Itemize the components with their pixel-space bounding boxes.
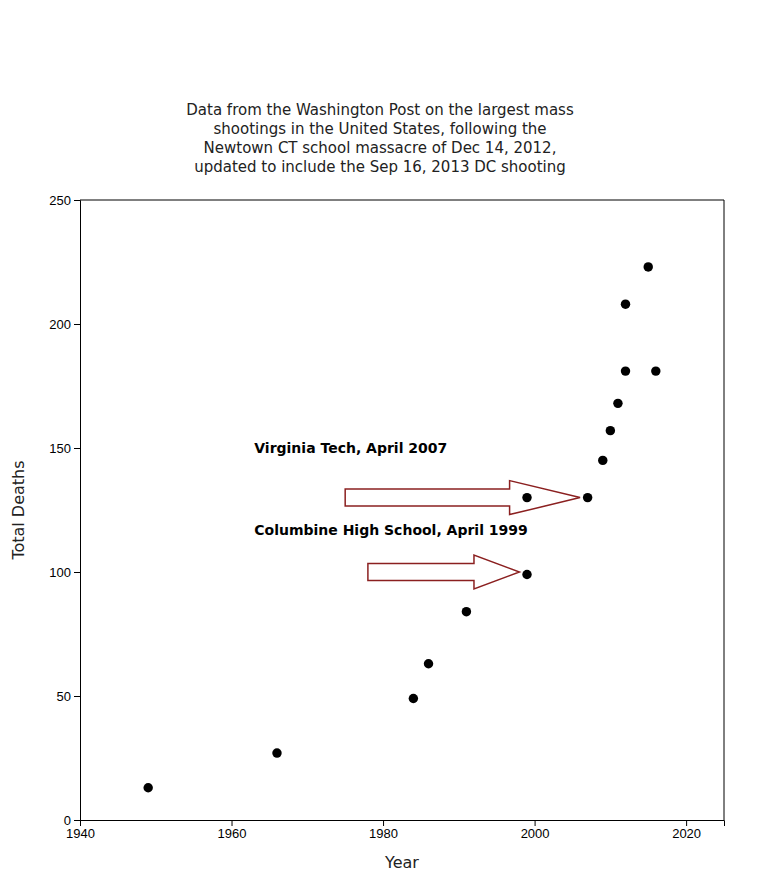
title: Data from the Washington Post on the lar…	[186, 101, 574, 176]
axis-line	[74, 201, 81, 821]
tick-label: 200	[49, 317, 71, 332]
tick-label: 2000	[521, 826, 550, 841]
tick-mark	[535, 820, 536, 826]
point	[651, 366, 660, 375]
point	[409, 694, 418, 703]
point	[621, 366, 630, 375]
point	[606, 426, 615, 435]
plot: 1940 1960 1980 2000 2020 0 50 100 150 200 250 Virgi…	[49, 193, 724, 842]
y-axis: 0 50 100 150 200 250	[49, 193, 80, 828]
x-axis-title: Year	[384, 853, 419, 872]
tick-label: 50	[57, 689, 71, 704]
tick-mark	[74, 448, 80, 449]
frame-line	[80, 200, 724, 201]
tick-mark	[74, 200, 80, 201]
point	[644, 262, 653, 271]
tick-mark	[74, 572, 80, 573]
tick: 100	[49, 565, 80, 580]
tick: 250	[49, 193, 80, 208]
point	[613, 399, 622, 408]
frame-line	[724, 200, 725, 820]
tick-label: 1940	[66, 826, 95, 841]
tick: 1960	[218, 820, 247, 841]
tick: 0	[64, 813, 80, 828]
chart: Data from the Washington Post on the lar…	[0, 0, 760, 892]
tick-mark	[686, 820, 687, 826]
tick-label: 250	[49, 193, 71, 208]
tick-label: 100	[49, 565, 71, 580]
title-line: Data from the Washington Post on the lar…	[186, 101, 574, 119]
tick: 1980	[369, 820, 398, 841]
annotation-arrow	[368, 555, 520, 589]
marks	[143, 262, 660, 792]
title-line: shootings in the United States, followin…	[213, 120, 546, 138]
tick: 2000	[521, 820, 550, 841]
tick: 2020	[672, 820, 701, 841]
title-line: Newtown CT school massacre of Dec 14, 20…	[204, 139, 557, 157]
tick-mark	[74, 324, 80, 325]
tick-mark	[74, 820, 80, 821]
tick: 50	[57, 689, 80, 704]
tick-label: 2020	[672, 826, 701, 841]
point	[143, 783, 152, 792]
tick: 200	[49, 317, 80, 332]
tick-mark	[232, 820, 233, 826]
tick-label: 150	[49, 441, 71, 456]
point	[424, 659, 433, 668]
tick: 150	[49, 441, 80, 456]
y-axis-title: Total Deaths	[9, 460, 28, 560]
point	[272, 748, 281, 757]
point	[522, 570, 531, 579]
title-line: updated to include the Sep 16, 2013 DC s…	[194, 158, 566, 176]
point	[621, 299, 630, 308]
tick-mark	[74, 696, 80, 697]
annotation: Columbine High School, April 1999	[254, 522, 528, 538]
tick-mark	[383, 820, 384, 826]
tick-label: 1980	[369, 826, 398, 841]
x-axis: 1940 1960 1980 2000 2020	[66, 820, 724, 841]
axis-line	[81, 821, 725, 827]
point	[598, 456, 607, 465]
annotation: Virginia Tech, April 2007	[254, 440, 447, 456]
point	[522, 493, 531, 502]
tick-label: 0	[64, 813, 71, 828]
point	[462, 607, 471, 616]
annotation-arrow	[345, 481, 580, 515]
point	[583, 493, 592, 502]
tick-label: 1960	[218, 826, 247, 841]
